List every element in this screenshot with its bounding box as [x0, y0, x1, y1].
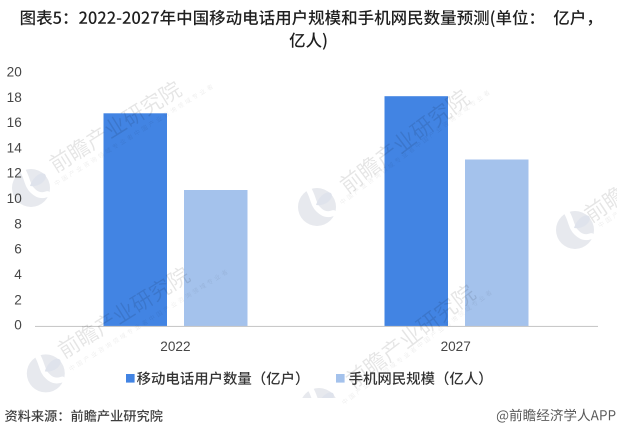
- svg-text:18: 18: [7, 90, 22, 105]
- svg-text:12: 12: [7, 166, 22, 181]
- svg-text:2027: 2027: [441, 339, 471, 354]
- svg-text:20: 20: [7, 65, 23, 80]
- svg-text:8: 8: [14, 216, 22, 231]
- svg-text:14: 14: [7, 140, 23, 155]
- svg-text:2: 2: [14, 292, 22, 307]
- svg-text:16: 16: [7, 115, 22, 130]
- svg-text:2022: 2022: [160, 339, 190, 354]
- svg-text:0: 0: [14, 318, 22, 333]
- svg-text:6: 6: [14, 242, 22, 257]
- svg-text:4: 4: [14, 267, 22, 282]
- svg-text:10: 10: [7, 191, 23, 206]
